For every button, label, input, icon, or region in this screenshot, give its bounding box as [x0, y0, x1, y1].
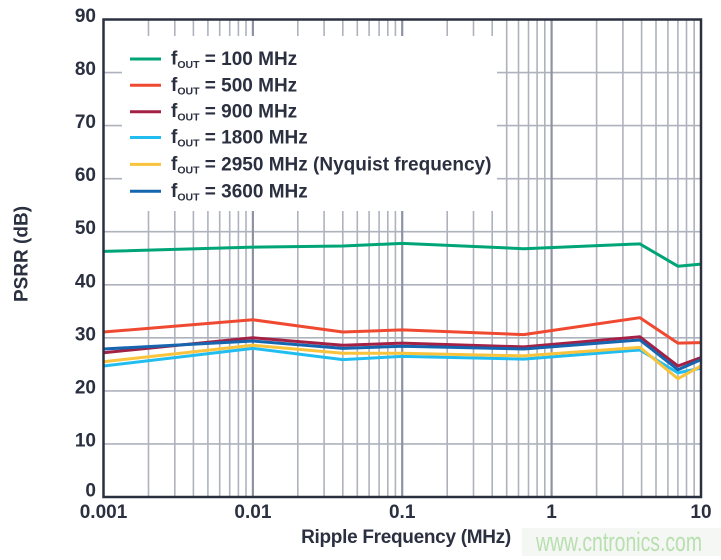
svg-text:1: 1 [546, 502, 557, 523]
svg-text:0: 0 [85, 481, 96, 502]
svg-text:fOUT = 1800 MHz: fOUT = 1800 MHz [171, 127, 308, 150]
svg-text:20: 20 [75, 377, 96, 398]
svg-text:10: 10 [75, 430, 96, 451]
svg-text:40: 40 [75, 271, 96, 292]
svg-text:fOUT = 3600 MHz: fOUT = 3600 MHz [171, 181, 308, 204]
svg-text:fOUT = 500 MHz: fOUT = 500 MHz [171, 75, 297, 98]
svg-text:30: 30 [75, 324, 96, 345]
svg-text:fOUT = 900 MHz: fOUT = 900 MHz [171, 101, 297, 124]
svg-text:Ripple Frequency (MHz): Ripple Frequency (MHz) [301, 527, 511, 548]
svg-text:0.001: 0.001 [80, 502, 128, 523]
svg-text:90: 90 [75, 6, 96, 27]
svg-text:0.01: 0.01 [234, 502, 271, 523]
svg-text:www.cntronics.com: www.cntronics.com [535, 527, 702, 557]
svg-text:60: 60 [75, 165, 96, 186]
svg-text:fOUT = 100 MHz: fOUT = 100 MHz [171, 49, 297, 72]
svg-text:PSRR (dB): PSRR (dB) [12, 206, 33, 302]
svg-text:10: 10 [690, 502, 711, 523]
svg-text:fOUT = 2950 MHz (Nyquist frequ: fOUT = 2950 MHz (Nyquist frequency) [171, 154, 491, 177]
svg-text:80: 80 [75, 59, 96, 80]
svg-text:0.1: 0.1 [389, 502, 416, 523]
svg-text:50: 50 [75, 218, 96, 239]
svg-text:70: 70 [75, 112, 96, 133]
